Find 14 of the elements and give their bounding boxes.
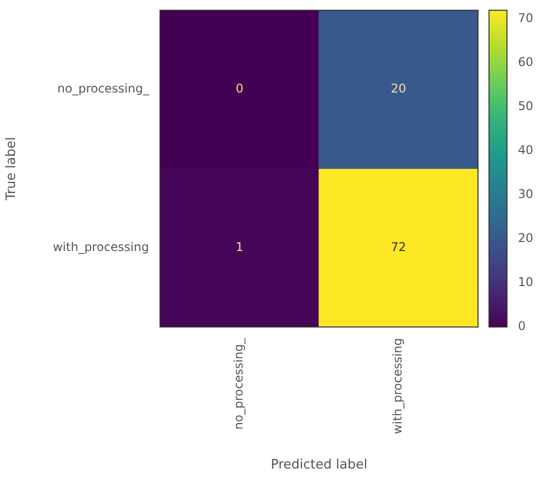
color-bar-label: 70 <box>518 11 534 26</box>
color-bar-label: 10 <box>518 275 534 290</box>
color-bar-label: 40 <box>518 143 534 158</box>
color-bar-label: 20 <box>518 231 534 246</box>
data-label: 1 <box>236 240 244 254</box>
color-bar-label: 50 <box>518 99 534 114</box>
color-bar-label: 0 <box>518 319 526 334</box>
y-axis-title: True label <box>4 137 20 202</box>
data-label: 20 <box>390 82 406 96</box>
x-axis-title: Predicted label <box>270 458 368 473</box>
data-label: 0 <box>236 82 244 96</box>
color-bar-label: 60 <box>518 55 534 70</box>
color-bar-label: 30 <box>518 187 534 202</box>
data-label: 72 <box>390 240 406 254</box>
